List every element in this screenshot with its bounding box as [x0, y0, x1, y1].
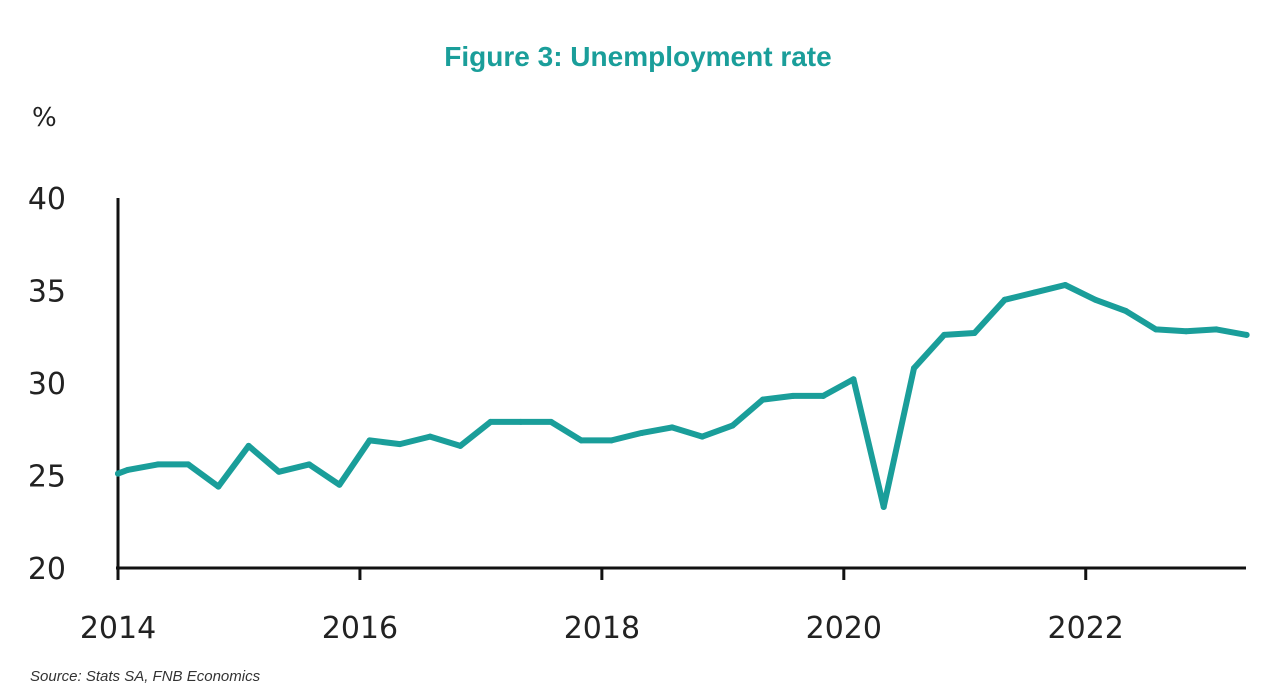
source-note: Source: Stats SA, FNB Economics	[30, 668, 261, 685]
data-point	[185, 461, 192, 468]
data-point	[517, 418, 524, 425]
data-point	[548, 418, 555, 425]
y-tick-label: 25	[28, 460, 66, 495]
x-tick-label: 2018	[564, 611, 640, 646]
series-line-unemployment-rate	[115, 282, 1250, 510]
data-point	[115, 470, 121, 477]
data-point	[427, 433, 434, 440]
data-point	[880, 503, 887, 510]
data-point	[1183, 328, 1190, 335]
data-point	[1243, 331, 1250, 338]
y-axis-ticks: 20 25 30 35 40	[28, 182, 66, 587]
data-point	[669, 424, 676, 431]
data-point	[850, 376, 857, 383]
data-point	[820, 392, 827, 399]
data-point	[790, 392, 796, 399]
data-point	[124, 466, 131, 473]
data-point	[1122, 307, 1129, 314]
x-axis-ticks: 2014 2016 2018 2020 2022	[80, 568, 1124, 646]
data-point	[245, 442, 252, 449]
data-point	[396, 441, 403, 448]
data-point	[1062, 281, 1069, 288]
data-point	[1001, 296, 1008, 303]
data-point	[638, 429, 645, 436]
y-tick-label: 40	[28, 182, 66, 217]
data-point	[275, 468, 282, 475]
data-point	[910, 365, 917, 372]
data-point	[699, 433, 706, 440]
series-points	[115, 281, 1250, 510]
data-point	[759, 396, 766, 403]
data-point	[578, 437, 585, 444]
data-point	[971, 330, 978, 337]
y-tick-label: 20	[28, 552, 66, 587]
data-point	[366, 437, 373, 444]
data-point	[941, 331, 948, 338]
data-point	[608, 437, 615, 444]
data-point	[154, 461, 161, 468]
x-tick-label: 2014	[80, 611, 156, 646]
data-point	[1031, 289, 1038, 296]
data-point	[336, 481, 343, 488]
x-tick-label: 2016	[322, 611, 398, 646]
data-point	[1213, 326, 1220, 333]
data-point	[1092, 296, 1099, 303]
data-point	[1152, 326, 1159, 333]
chart-title: Figure 3: Unemployment rate	[444, 41, 831, 72]
data-point	[215, 483, 222, 490]
x-tick-label: 2022	[1048, 611, 1124, 646]
y-tick-label: 30	[28, 367, 66, 402]
data-point	[306, 461, 313, 468]
data-point	[729, 422, 736, 429]
y-tick-label: 35	[28, 275, 66, 310]
data-point	[487, 418, 494, 425]
y-axis-unit-label: %	[32, 103, 57, 133]
data-point	[457, 442, 464, 449]
x-tick-label: 2020	[806, 611, 882, 646]
